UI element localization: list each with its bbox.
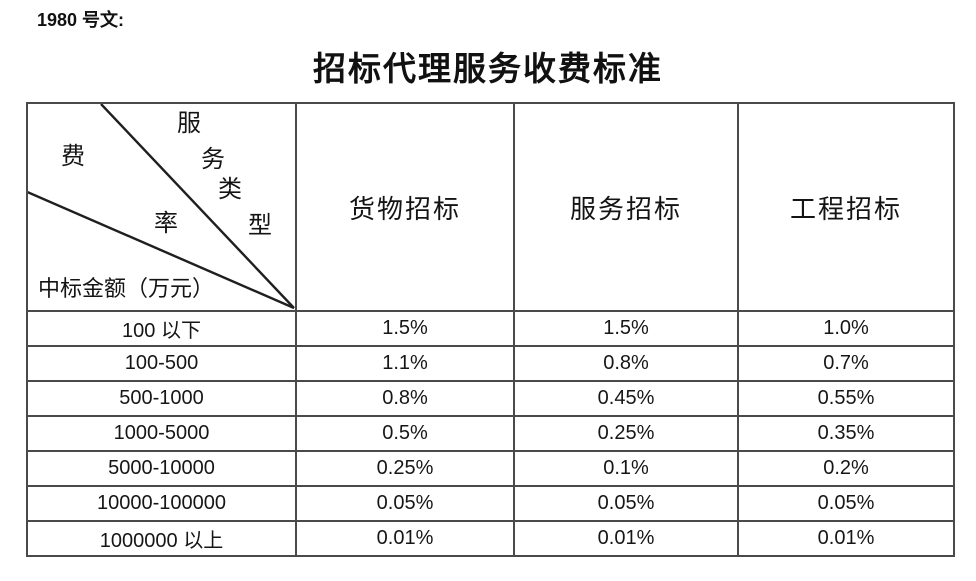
table-row: 100 以下 1.5% 1.5% 1.0%	[26, 310, 955, 347]
rate-cell: 1.5%	[295, 310, 515, 347]
table-row: 10000-100000 0.05% 0.05% 0.05%	[26, 485, 955, 522]
amount-range-cell: 10000-100000	[26, 485, 297, 522]
rate-cell: 0.01%	[513, 520, 739, 557]
rate-cell: 0.55%	[737, 380, 955, 417]
corner-service-type-char: 类	[218, 175, 242, 203]
page-title: 招标代理服务收费标准	[313, 49, 663, 88]
rate-cell: 0.5%	[295, 415, 515, 452]
amount-range-cell: 100-500	[26, 345, 297, 382]
corner-service-type-char: 型	[248, 211, 272, 239]
column-header-service: 服务招标	[513, 102, 739, 312]
rate-cell: 0.01%	[295, 520, 515, 557]
table-row: 100-500 1.1% 0.8% 0.7%	[26, 345, 955, 382]
rate-cell: 0.05%	[513, 485, 739, 522]
rate-cell: 0.35%	[737, 415, 955, 452]
header-row: 服 务 类 型 费 率 中标金额（万元） 货物招标 服务招标 工程招标	[26, 102, 955, 312]
table-row: 500-1000 0.8% 0.45% 0.55%	[26, 380, 955, 417]
corner-header-cell: 服 务 类 型 费 率 中标金额（万元）	[26, 102, 297, 312]
rate-cell: 0.25%	[513, 415, 739, 452]
rate-cell: 0.25%	[295, 450, 515, 487]
rate-cell: 0.8%	[513, 345, 739, 382]
corner-service-type-char: 务	[201, 145, 225, 173]
table-row: 1000000 以上 0.01% 0.01% 0.01%	[26, 520, 955, 557]
rate-cell: 1.1%	[295, 345, 515, 382]
amount-range-cell: 5000-10000	[26, 450, 297, 487]
diagonal-divider-lines	[29, 105, 294, 309]
fee-table: 服 务 类 型 费 率 中标金额（万元） 货物招标 服务招标 工程招标 100 …	[26, 102, 955, 557]
doc-number-label: 1980 号文:	[37, 10, 125, 30]
rate-cell: 0.05%	[737, 485, 955, 522]
corner-service-type-char: 服	[177, 109, 201, 137]
rate-cell: 1.0%	[737, 310, 955, 347]
amount-range-cell: 500-1000	[26, 380, 297, 417]
table-row: 5000-10000 0.25% 0.1% 0.2%	[26, 450, 955, 487]
amount-range-cell: 1000000 以上	[26, 520, 297, 557]
rate-cell: 0.2%	[737, 450, 955, 487]
column-header-engineering: 工程招标	[737, 102, 955, 312]
amount-range-cell: 100 以下	[26, 310, 297, 347]
rate-cell: 0.1%	[513, 450, 739, 487]
rate-cell: 1.5%	[513, 310, 739, 347]
corner-rate-char: 率	[154, 209, 178, 237]
rate-cell: 0.8%	[295, 380, 515, 417]
corner-row-axis-label: 中标金额（万元）	[38, 277, 215, 302]
corner-rate-char: 费	[61, 142, 85, 170]
rate-cell: 0.7%	[737, 345, 955, 382]
rate-cell: 0.05%	[295, 485, 515, 522]
amount-range-cell: 1000-5000	[26, 415, 297, 452]
rate-cell: 0.01%	[737, 520, 955, 557]
column-header-goods: 货物招标	[295, 102, 515, 312]
table-row: 1000-5000 0.5% 0.25% 0.35%	[26, 415, 955, 452]
rate-cell: 0.45%	[513, 380, 739, 417]
